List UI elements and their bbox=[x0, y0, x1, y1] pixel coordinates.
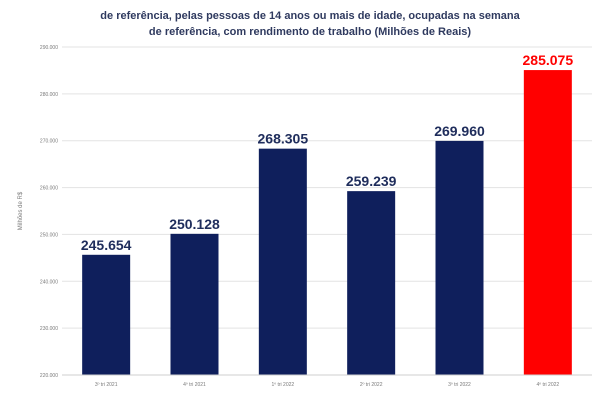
bar bbox=[435, 140, 484, 375]
x-tick-label: 1º tri 2022 bbox=[271, 382, 294, 388]
data-label: 269.960 bbox=[434, 123, 485, 139]
x-tick-label: 2º tri 2022 bbox=[360, 382, 383, 388]
data-label: 250.128 bbox=[169, 216, 220, 232]
y-tick-label: 260.000 bbox=[40, 186, 58, 192]
y-tick-label: 270.000 bbox=[40, 139, 58, 145]
y-tick-label: 240.000 bbox=[40, 279, 58, 285]
y-tick-label: 290.000 bbox=[40, 45, 58, 51]
y-axis-title: Milhões de R$ bbox=[18, 191, 24, 230]
bar bbox=[170, 233, 219, 375]
y-tick-label: 280.000 bbox=[40, 92, 58, 98]
bars-layer bbox=[82, 70, 572, 375]
y-tick-label: 220.000 bbox=[40, 373, 58, 379]
grid-layer: 220.000 230.000 240.000 250.000 260.000 270.0… bbox=[40, 45, 592, 379]
chart-title-line-1: de referência, pelas pessoas de 14 anos … bbox=[100, 10, 520, 22]
data-label: 268.305 bbox=[258, 131, 309, 147]
chart-title-line-2: de referência, com rendimento de trabalh… bbox=[148, 26, 472, 38]
x-tick-label: 3º tri 2021 bbox=[95, 382, 118, 388]
y-tick-label: 230.000 bbox=[40, 326, 58, 332]
x-axis: 3º tri 2021 4º tri 2021 1º tri 2022 2º tri … bbox=[62, 374, 592, 388]
data-label: 245.654 bbox=[81, 237, 132, 253]
bar bbox=[347, 191, 396, 375]
bar bbox=[82, 254, 131, 375]
bar bbox=[258, 148, 307, 375]
x-tick-label: 4º tri 2021 bbox=[183, 382, 206, 388]
labels-layer: 245.654 250.128 268.305 259.239 269.960 285.0… bbox=[81, 52, 573, 253]
chart-title: de referência, pelas pessoas de 14 anos … bbox=[40, 8, 580, 40]
data-label: 259.239 bbox=[346, 173, 397, 189]
data-label: 285.075 bbox=[523, 52, 574, 68]
x-tick-label: 3º tri 2022 bbox=[448, 382, 471, 388]
bar bbox=[523, 70, 572, 375]
x-tick-label: 4º tri 2022 bbox=[536, 382, 559, 388]
y-tick-label: 250.000 bbox=[40, 232, 58, 238]
